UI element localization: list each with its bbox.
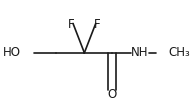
Text: NH: NH <box>131 46 149 59</box>
Text: O: O <box>108 88 117 101</box>
Text: F: F <box>68 18 75 31</box>
Text: F: F <box>94 18 101 31</box>
Text: CH₃: CH₃ <box>168 46 190 59</box>
Text: HO: HO <box>3 46 21 59</box>
